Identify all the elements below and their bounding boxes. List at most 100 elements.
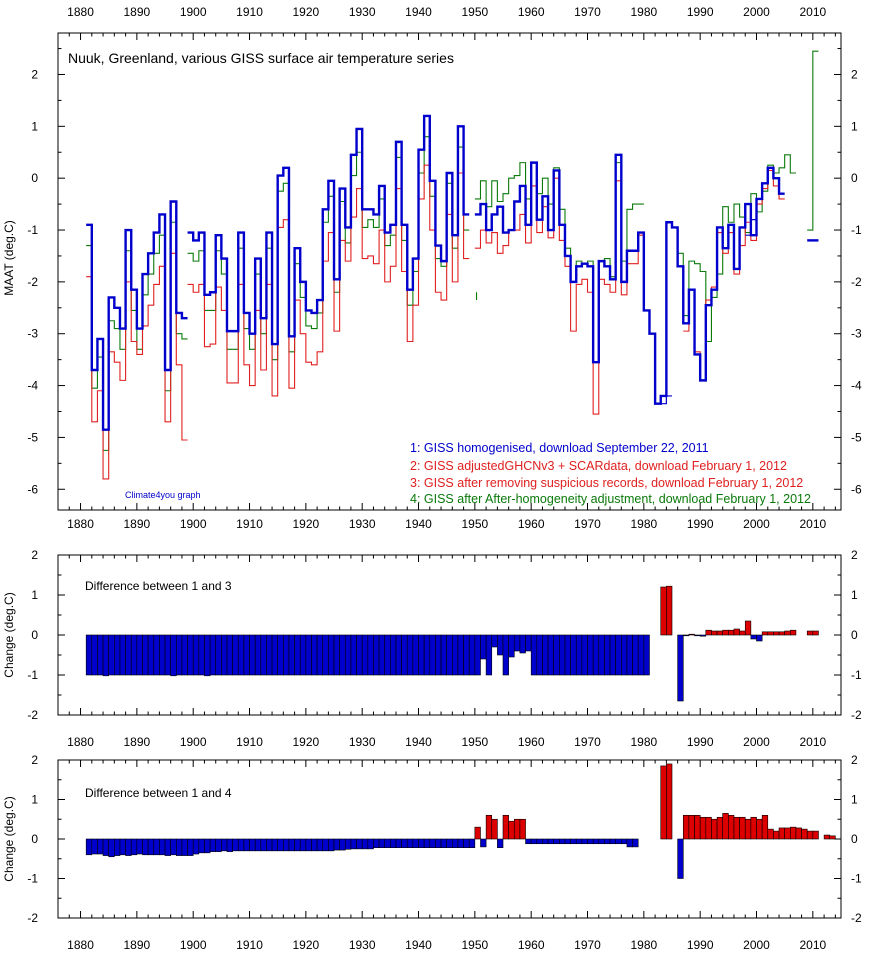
difference-bar (198, 634, 205, 676)
difference-bar (722, 629, 729, 636)
difference-bar (254, 634, 262, 676)
difference-bar (682, 814, 690, 840)
difference-bar (401, 838, 408, 848)
difference-bar (468, 838, 476, 848)
y-tick-label: -1 (27, 668, 38, 682)
difference-1-4-y-label: Change (deg.C) (2, 796, 16, 881)
difference-bar (767, 828, 774, 840)
difference-bar (750, 816, 757, 840)
x-tick-label: 2010 (799, 517, 826, 531)
difference-1-4-ticks: 1880 1890 1900 1910 1920 1930 1940 1950 1960 1970… (27, 753, 862, 952)
y-tick-label-right: 2 (851, 548, 858, 562)
difference-bar (761, 631, 769, 636)
x-tick-label: 1980 (630, 517, 657, 531)
y-tick-label: 1 (31, 793, 38, 807)
x-tick-label: 1900 (180, 517, 207, 531)
difference-bar (378, 634, 386, 676)
series-2-line (660, 395, 673, 405)
difference-bar (429, 634, 436, 676)
difference-bar (130, 838, 138, 856)
difference-bar (361, 634, 369, 676)
x-tick-label-top: 1900 (180, 5, 207, 19)
difference-bar (316, 838, 324, 852)
difference-bar (339, 634, 346, 676)
difference-bar (277, 838, 284, 852)
difference-bar (339, 838, 346, 851)
difference-bar (142, 838, 149, 856)
difference-bar (705, 629, 712, 636)
y-tick-label: 0 (31, 832, 38, 846)
difference-bar (485, 814, 493, 840)
x-tick-label-top: 1950 (461, 5, 488, 19)
difference-bar (536, 634, 543, 676)
y-tick-label-right: -1 (851, 668, 862, 682)
difference-bar (789, 629, 797, 636)
difference-bar (728, 629, 735, 636)
x-tick-label: 1940 (405, 735, 432, 749)
difference-bar (311, 838, 318, 852)
difference-bar (260, 838, 267, 852)
difference-bar (390, 838, 397, 848)
difference-bar (440, 634, 447, 676)
difference-bar (294, 634, 301, 676)
difference-bar (553, 838, 560, 845)
difference-bar (344, 634, 352, 676)
difference-bar (373, 838, 380, 848)
y-tick-label-right: 0 (851, 832, 858, 846)
x-tick-label: 1940 (405, 938, 432, 952)
y-tick-label: -2 (27, 275, 38, 289)
difference-bar (711, 630, 718, 636)
x-tick-label: 1880 (67, 517, 94, 531)
difference-bar (632, 838, 639, 848)
difference-bar (699, 816, 707, 840)
difference-bar (609, 838, 616, 845)
difference-bar (170, 634, 177, 677)
y-tick-label: 2 (31, 67, 38, 81)
difference-bar (463, 634, 470, 676)
difference-bar (666, 585, 673, 636)
difference-bar (626, 634, 633, 676)
difference-1-4-panel: 1880 1890 1900 1910 1920 1930 1940 1950 1960 1970… (2, 753, 862, 952)
difference-bar (570, 838, 577, 845)
difference-bar (491, 818, 498, 840)
difference-bar (170, 838, 177, 856)
difference-bar (125, 838, 132, 856)
difference-bar (525, 838, 532, 845)
x-tick-label: 2010 (799, 735, 826, 749)
difference-bar (412, 634, 419, 676)
series-1-line (86, 200, 188, 431)
difference-bar (429, 838, 436, 848)
difference-bar (570, 634, 577, 676)
difference-bar (344, 838, 352, 850)
legend: 1: GISS homogenised, download September … (410, 441, 811, 506)
y-tick-label: 2 (31, 548, 38, 562)
difference-1-3-y-label: Change (deg.C) (2, 592, 16, 677)
y-tick-label-right: -5 (851, 430, 862, 444)
difference-bar (739, 630, 746, 636)
difference-bar (114, 634, 121, 676)
y-tick-label-right: -1 (851, 872, 862, 886)
y-tick-label: -2 (27, 708, 38, 722)
difference-bar (249, 634, 256, 676)
legend-entry-3: 3: GISS after removing suspicious record… (410, 476, 803, 490)
difference-bar (508, 634, 515, 658)
difference-bar (384, 634, 391, 676)
x-tick-label: 1980 (630, 938, 657, 952)
difference-bar (587, 634, 594, 676)
y-tick-label-right: -3 (851, 327, 862, 341)
difference-bar (311, 634, 318, 676)
y-tick-label-right: -2 (851, 911, 862, 925)
difference-1-3-frame (57, 554, 842, 716)
difference-bar (446, 838, 453, 848)
difference-bar (192, 634, 200, 676)
x-tick-label: 1900 (180, 735, 207, 749)
difference-1-4-bars (85, 763, 836, 879)
difference-bar (221, 838, 228, 852)
difference-bar (85, 838, 93, 856)
x-tick-label: 1950 (461, 735, 488, 749)
difference-bar (136, 838, 143, 855)
difference-bar (232, 838, 239, 852)
difference-bar (412, 838, 419, 848)
difference-bar (406, 634, 414, 676)
